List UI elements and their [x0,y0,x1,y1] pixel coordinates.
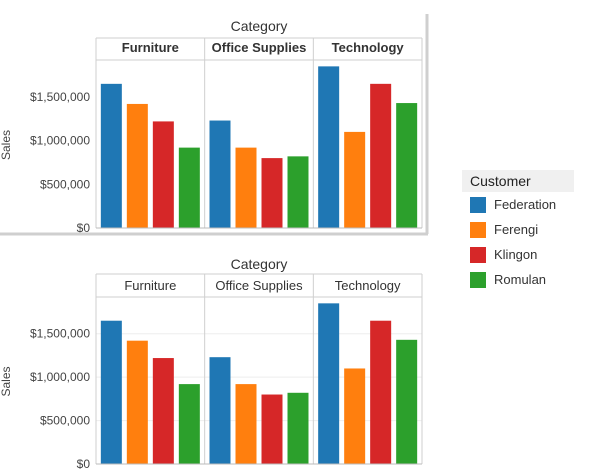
bottom-bar-office-supplies-federation[interactable] [209,357,231,464]
top-y-tick-label: $1,000,000 [30,134,90,148]
top-bar-technology-ferengi[interactable] [344,131,366,228]
top-bar-office-supplies-romulan[interactable] [287,156,309,228]
top-y-tick-label: $500,000 [40,177,90,191]
bottom-bar-technology-romulan[interactable] [396,339,418,464]
legend-swatch-ferengi [470,221,486,238]
sales-chart-top: Category Furniture Office Supplies Technolo… [0,14,429,236]
legend-label-federation: Federation [494,197,557,212]
legend-item-federation[interactable]: Federation [462,192,574,217]
bottom-bar-furniture-federation[interactable] [100,320,122,464]
top-bar-furniture-klingon[interactable] [152,121,174,228]
legend-item-ferengi[interactable]: Ferengi [462,217,574,242]
bottom-bar-office-supplies-klingon[interactable] [261,394,283,464]
bottom-category-header-furniture: Furniture [124,278,176,293]
top-y-tick-label: $1,500,000 [30,90,90,104]
sales-chart-bottom: Category Furniture Office Supplies Technolo… [0,256,423,471]
top-category-header-office-supplies: Office Supplies [212,40,307,55]
legend-swatch-romulan [470,271,486,288]
legend-swatch-federation [470,196,486,213]
legend-label-ferengi: Ferengi [494,222,539,237]
legend-title: Customer [462,170,574,192]
bottom-chart-title: Category [231,256,288,272]
bottom-bar-office-supplies-romulan[interactable] [287,392,309,464]
top-bar-technology-romulan[interactable] [396,103,418,228]
legend-item-romulan[interactable]: Romulan [462,267,574,292]
bottom-bar-office-supplies-ferengi[interactable] [235,384,257,464]
bottom-y-tick-label: $1,000,000 [30,370,90,384]
top-y-axis-label: Sales [0,130,13,160]
bottom-category-header-office-supplies: Office Supplies [215,278,303,293]
bottom-bar-technology-ferengi[interactable] [344,368,366,464]
bottom-bar-technology-klingon[interactable] [370,320,392,464]
legend: Customer Federation Ferengi Klingon Romu… [462,170,574,292]
top-category-header-technology: Technology [332,40,405,55]
top-bar-furniture-federation[interactable] [100,83,122,228]
bottom-y-axis-label: Sales [0,366,13,396]
top-y-tick-label: $0 [77,221,91,235]
legend-swatch-klingon [470,246,486,263]
legend-label-romulan: Romulan [494,272,547,287]
legend-label-klingon: Klingon [494,247,538,262]
bottom-bar-furniture-romulan[interactable] [178,384,200,464]
top-bar-technology-klingon[interactable] [370,83,392,228]
top-category-header-furniture: Furniture [122,40,179,55]
top-bar-furniture-romulan[interactable] [178,147,200,228]
top-bar-office-supplies-klingon[interactable] [261,158,283,228]
legend-item-klingon[interactable]: Klingon [462,242,574,267]
bottom-category-header-technology: Technology [335,278,401,293]
bottom-bar-furniture-ferengi[interactable] [126,340,148,464]
bottom-y-tick-label: $500,000 [40,414,90,428]
top-bar-furniture-ferengi[interactable] [126,103,148,228]
top-chart-title: Category [231,18,288,34]
bottom-bar-furniture-klingon[interactable] [152,358,174,464]
bottom-bar-technology-federation[interactable] [318,303,340,464]
top-bar-office-supplies-federation[interactable] [209,120,231,228]
bottom-y-tick-label: $1,500,000 [30,327,90,341]
top-bar-office-supplies-ferengi[interactable] [235,147,257,228]
top-bar-technology-federation[interactable] [318,66,340,228]
bottom-y-tick-label: $0 [77,457,91,471]
